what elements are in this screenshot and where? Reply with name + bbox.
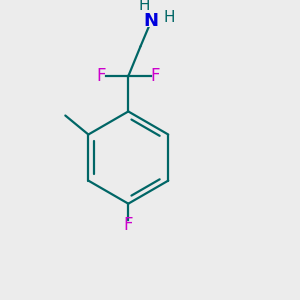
Text: F: F — [96, 67, 106, 85]
Text: H: H — [163, 11, 175, 26]
Text: F: F — [151, 67, 160, 85]
Text: H: H — [139, 0, 150, 13]
Text: F: F — [124, 216, 133, 234]
Text: N: N — [144, 12, 159, 30]
